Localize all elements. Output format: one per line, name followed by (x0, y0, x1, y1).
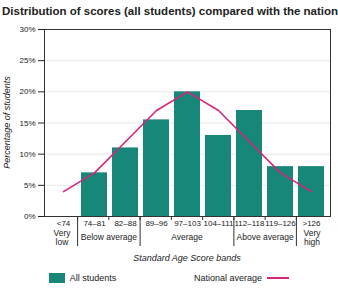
svg-text:Percentage of students: Percentage of students (2, 76, 12, 169)
svg-text:30%: 30% (19, 25, 35, 34)
svg-text:<74: <74 (57, 219, 71, 228)
svg-text:74–81: 74–81 (83, 219, 106, 228)
svg-text:25%: 25% (19, 56, 35, 65)
svg-text:5%: 5% (24, 181, 36, 190)
svg-text:Below average: Below average (81, 232, 138, 242)
svg-text:Average: Average (171, 232, 203, 242)
svg-text:0%: 0% (24, 212, 36, 221)
svg-text:15%: 15% (19, 119, 35, 128)
svg-text:>126: >126 (302, 219, 321, 228)
svg-text:Above average: Above average (237, 232, 294, 242)
svg-text:89–96: 89–96 (145, 219, 168, 228)
svg-text:10%: 10% (19, 150, 35, 159)
svg-text:104–111: 104–111 (204, 219, 235, 228)
html-text:National average: National average (194, 273, 263, 283)
svg-text:97–103: 97–103 (174, 219, 201, 228)
svg-text:Veryhigh: Veryhigh (304, 228, 322, 247)
svg-text:Standard Age Score bands: Standard Age Score bands (133, 253, 241, 263)
svg-text:20%: 20% (19, 87, 35, 96)
svg-text:82–88: 82–88 (114, 219, 137, 228)
svg-text:112–118: 112–118 (235, 219, 266, 228)
svg-text:119–126: 119–126 (265, 219, 296, 228)
svg-text:Verylow: Verylow (53, 228, 71, 247)
html-text:All students: All students (69, 273, 117, 283)
